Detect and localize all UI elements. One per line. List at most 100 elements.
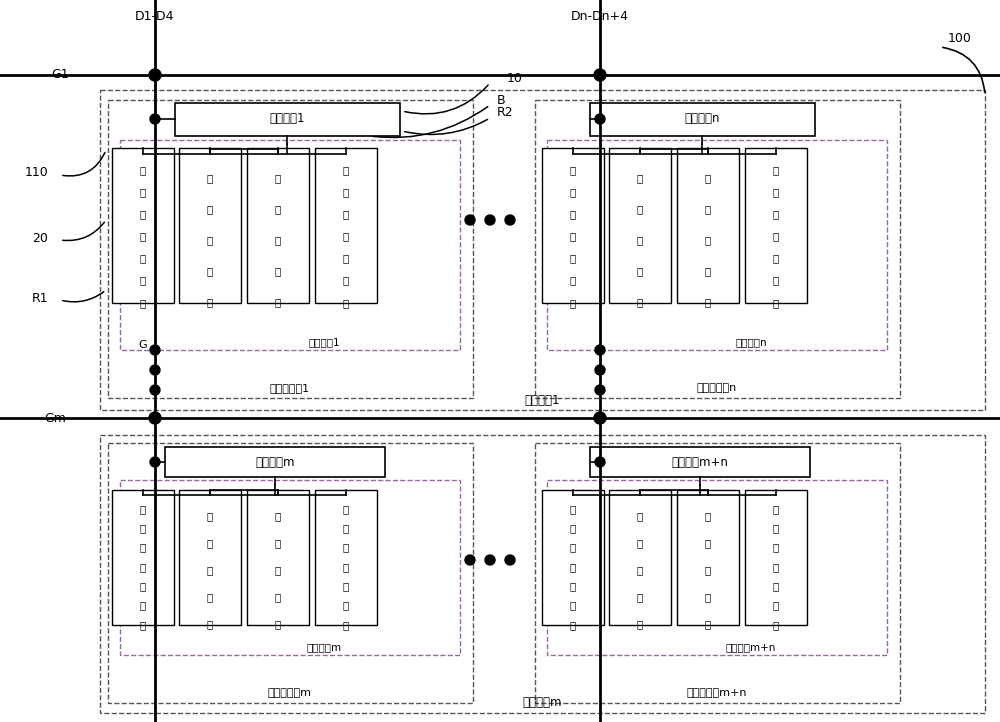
Circle shape bbox=[595, 365, 605, 375]
Bar bbox=[120, 140, 460, 350]
Text: 素: 素 bbox=[705, 619, 711, 629]
Text: 第: 第 bbox=[570, 165, 576, 175]
Text: G1: G1 bbox=[51, 69, 69, 82]
Text: 蓝: 蓝 bbox=[275, 173, 281, 183]
Text: 子像素组1: 子像素组1 bbox=[308, 337, 340, 347]
Text: 像: 像 bbox=[343, 601, 349, 611]
Text: 一: 一 bbox=[140, 187, 146, 197]
Bar bbox=[315, 490, 377, 625]
Text: 色: 色 bbox=[637, 538, 643, 548]
Circle shape bbox=[595, 457, 605, 467]
Text: 子像素单元m: 子像素单元m bbox=[268, 688, 312, 698]
Text: R2: R2 bbox=[497, 107, 514, 120]
Text: 红: 红 bbox=[343, 543, 349, 552]
Text: 第: 第 bbox=[140, 504, 146, 514]
Text: 像: 像 bbox=[207, 592, 213, 602]
Text: 色: 色 bbox=[637, 204, 643, 214]
Bar bbox=[677, 148, 739, 303]
Text: 色: 色 bbox=[570, 562, 576, 572]
Text: 素: 素 bbox=[570, 619, 576, 630]
Text: 绿: 绿 bbox=[207, 173, 213, 183]
Text: 二: 二 bbox=[773, 523, 779, 534]
Circle shape bbox=[505, 555, 515, 565]
Text: 色: 色 bbox=[773, 562, 779, 572]
Text: 像: 像 bbox=[570, 276, 576, 286]
Circle shape bbox=[505, 215, 515, 225]
Bar bbox=[535, 100, 900, 398]
Bar bbox=[590, 103, 815, 136]
Text: 第: 第 bbox=[343, 165, 349, 175]
Bar bbox=[247, 490, 309, 625]
Text: D1-D4: D1-D4 bbox=[135, 11, 175, 24]
Bar bbox=[745, 490, 807, 625]
Text: 110: 110 bbox=[24, 167, 48, 180]
Bar bbox=[590, 447, 810, 477]
Text: 第: 第 bbox=[140, 165, 146, 175]
Circle shape bbox=[595, 345, 605, 355]
Bar bbox=[175, 103, 400, 136]
Bar bbox=[112, 490, 174, 625]
Text: 素: 素 bbox=[705, 297, 711, 307]
Text: 子像素组m: 子像素组m bbox=[306, 642, 342, 652]
Text: 素: 素 bbox=[343, 297, 349, 308]
Text: 子: 子 bbox=[207, 235, 213, 245]
Bar bbox=[108, 443, 473, 703]
Bar bbox=[547, 480, 887, 655]
Text: 色: 色 bbox=[275, 204, 281, 214]
Text: 像: 像 bbox=[140, 276, 146, 286]
Circle shape bbox=[149, 69, 161, 81]
Bar bbox=[112, 148, 174, 303]
Bar bbox=[677, 490, 739, 625]
Text: 绿: 绿 bbox=[207, 511, 213, 521]
Circle shape bbox=[595, 385, 605, 395]
Text: 子: 子 bbox=[705, 235, 711, 245]
Text: 色: 色 bbox=[705, 538, 711, 548]
Bar bbox=[100, 90, 985, 410]
Text: 子: 子 bbox=[140, 253, 146, 264]
Text: 10: 10 bbox=[507, 71, 523, 84]
Text: 像: 像 bbox=[275, 266, 281, 276]
Text: 绿: 绿 bbox=[637, 511, 643, 521]
Bar bbox=[108, 100, 473, 398]
Text: 子: 子 bbox=[275, 565, 281, 575]
Text: 像: 像 bbox=[705, 266, 711, 276]
Circle shape bbox=[150, 114, 160, 124]
Text: 色: 色 bbox=[275, 538, 281, 548]
Text: 素: 素 bbox=[773, 297, 779, 308]
Text: 像素单元m: 像素单元m bbox=[522, 697, 562, 710]
Bar bbox=[100, 435, 985, 713]
Text: 像: 像 bbox=[705, 592, 711, 602]
Text: 第: 第 bbox=[773, 165, 779, 175]
Bar bbox=[542, 148, 604, 303]
Text: Dn-Dn+4: Dn-Dn+4 bbox=[571, 11, 629, 24]
Text: 子像素组m+n: 子像素组m+n bbox=[726, 642, 776, 652]
Text: 素: 素 bbox=[275, 619, 281, 629]
Text: 素: 素 bbox=[140, 619, 146, 630]
Text: 素: 素 bbox=[140, 297, 146, 308]
Text: Gm: Gm bbox=[44, 412, 66, 425]
Text: 子: 子 bbox=[343, 581, 349, 591]
Text: 素: 素 bbox=[207, 297, 213, 307]
Circle shape bbox=[485, 215, 495, 225]
Text: 像: 像 bbox=[140, 601, 146, 611]
Text: 色: 色 bbox=[705, 204, 711, 214]
Text: 第: 第 bbox=[343, 504, 349, 514]
Text: 子像素单元n: 子像素单元n bbox=[697, 383, 737, 393]
Text: 驱动电路1: 驱动电路1 bbox=[269, 113, 305, 126]
Text: 子: 子 bbox=[773, 253, 779, 264]
Text: 素: 素 bbox=[773, 619, 779, 630]
Text: 子: 子 bbox=[705, 565, 711, 575]
Text: 二: 二 bbox=[343, 187, 349, 197]
Text: 子: 子 bbox=[570, 581, 576, 591]
Circle shape bbox=[594, 412, 606, 424]
Text: 红: 红 bbox=[570, 209, 576, 219]
Text: 色: 色 bbox=[773, 231, 779, 241]
Text: 素: 素 bbox=[275, 297, 281, 307]
Text: 像素单兰1: 像素单兰1 bbox=[524, 393, 560, 406]
Text: 色: 色 bbox=[207, 204, 213, 214]
Text: 子: 子 bbox=[637, 235, 643, 245]
Text: 色: 色 bbox=[207, 538, 213, 548]
Text: 子: 子 bbox=[275, 235, 281, 245]
Bar bbox=[179, 490, 241, 625]
Text: 色: 色 bbox=[343, 562, 349, 572]
